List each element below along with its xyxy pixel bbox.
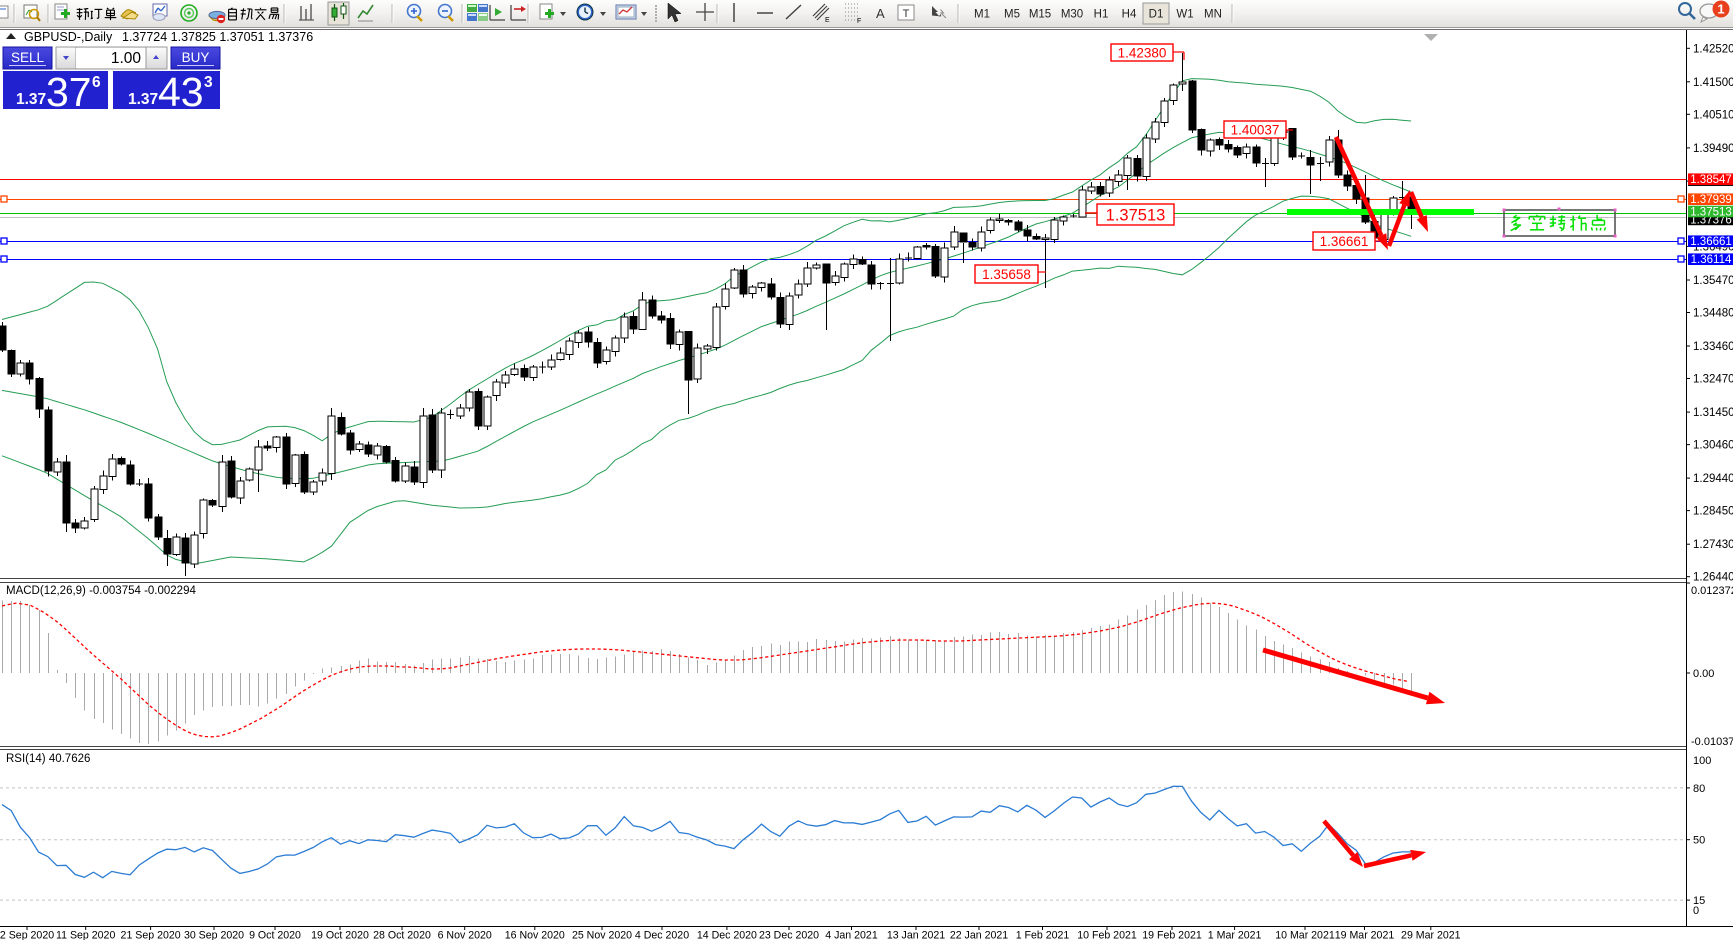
svg-text:25 Nov 2020: 25 Nov 2020 <box>572 930 632 940</box>
svg-text:1.41500: 1.41500 <box>1693 77 1733 89</box>
svg-text:43: 43 <box>158 69 204 115</box>
svg-text:1.28450: 1.28450 <box>1693 506 1733 518</box>
svg-text:1.37724 1.37825 1.37051 1.3737: 1.37724 1.37825 1.37051 1.37376 <box>122 30 313 44</box>
svg-text:30 Sep 2020: 30 Sep 2020 <box>184 930 244 940</box>
svg-text:29 Mar 2021: 29 Mar 2021 <box>1401 930 1461 940</box>
svg-text:6 Nov 2020: 6 Nov 2020 <box>438 930 492 940</box>
svg-text:1.36114: 1.36114 <box>1691 254 1732 266</box>
svg-text:1.37376: 1.37376 <box>1690 215 1732 227</box>
svg-text:13 Jan 2021: 13 Jan 2021 <box>887 930 945 940</box>
svg-text:80: 80 <box>1693 783 1705 795</box>
svg-text:37: 37 <box>46 69 92 115</box>
svg-text:1.33460: 1.33460 <box>1693 341 1733 353</box>
svg-text:1.34480: 1.34480 <box>1693 308 1733 320</box>
svg-text:E: E <box>825 17 830 24</box>
svg-text:1.29440: 1.29440 <box>1693 473 1733 485</box>
svg-text:-0.010374: -0.010374 <box>1691 736 1733 748</box>
svg-text:1.35658: 1.35658 <box>982 267 1031 282</box>
svg-text:4 Dec 2020: 4 Dec 2020 <box>635 930 689 940</box>
svg-text:4 Jan 2021: 4 Jan 2021 <box>825 930 878 940</box>
svg-text:1.42380: 1.42380 <box>1118 45 1167 60</box>
svg-text:1.39490: 1.39490 <box>1693 143 1733 155</box>
svg-text:1.00: 1.00 <box>111 50 142 67</box>
svg-text:1.26440: 1.26440 <box>1693 572 1733 584</box>
svg-text:1.40510: 1.40510 <box>1693 109 1733 121</box>
svg-text:GBPUSD-,Daily: GBPUSD-,Daily <box>24 30 113 44</box>
svg-text:23 Dec 2020: 23 Dec 2020 <box>759 930 819 940</box>
svg-text:1.36661: 1.36661 <box>1320 234 1369 249</box>
svg-text:11 Sep 2020: 11 Sep 2020 <box>56 930 115 940</box>
svg-text:10 Mar 2021: 10 Mar 2021 <box>1275 930 1335 940</box>
svg-text:1.42520: 1.42520 <box>1693 43 1733 55</box>
svg-text:1.30460: 1.30460 <box>1693 440 1733 452</box>
svg-text:1.37: 1.37 <box>16 91 46 108</box>
svg-text:1.37939: 1.37939 <box>1690 194 1732 206</box>
svg-text:19 Mar 2021: 19 Mar 2021 <box>1335 930 1395 940</box>
svg-text:M30: M30 <box>1061 9 1083 21</box>
svg-text:T: T <box>903 8 910 20</box>
svg-text:1.38547: 1.38547 <box>1690 174 1732 186</box>
svg-text:M5: M5 <box>1004 9 1020 21</box>
svg-text:2 Sep 2020: 2 Sep 2020 <box>0 930 54 940</box>
svg-text:M15: M15 <box>1029 9 1051 21</box>
svg-text:9 Oct 2020: 9 Oct 2020 <box>249 930 301 940</box>
svg-text:0.00: 0.00 <box>1693 668 1714 680</box>
svg-text:BUY: BUY <box>182 50 210 65</box>
svg-text:1.31450: 1.31450 <box>1693 407 1733 419</box>
svg-text:H4: H4 <box>1122 9 1137 21</box>
svg-text:6: 6 <box>92 74 101 91</box>
svg-text:1.32470: 1.32470 <box>1693 374 1733 386</box>
svg-text:10 Feb 2021: 10 Feb 2021 <box>1077 930 1137 940</box>
svg-text:1 Feb 2021: 1 Feb 2021 <box>1016 930 1070 940</box>
svg-text:1.40037: 1.40037 <box>1231 122 1280 137</box>
svg-text:21 Sep 2020: 21 Sep 2020 <box>121 930 181 940</box>
svg-text:19 Oct 2020: 19 Oct 2020 <box>311 930 369 940</box>
svg-text:H1: H1 <box>1094 9 1109 21</box>
svg-text:15: 15 <box>1693 895 1705 907</box>
svg-text:14 Dec 2020: 14 Dec 2020 <box>697 930 757 940</box>
svg-text:0.012372: 0.012372 <box>1691 585 1733 597</box>
svg-text:1: 1 <box>1717 2 1724 17</box>
svg-text:M1: M1 <box>974 9 990 21</box>
svg-text:SELL: SELL <box>11 50 45 65</box>
svg-text:F: F <box>857 18 861 25</box>
svg-text:28 Oct 2020: 28 Oct 2020 <box>373 930 431 940</box>
svg-text:1.27430: 1.27430 <box>1693 539 1733 551</box>
svg-text:D1: D1 <box>1149 9 1164 21</box>
svg-text:1 Mar 2021: 1 Mar 2021 <box>1208 930 1262 940</box>
svg-text:W1: W1 <box>1176 9 1193 21</box>
svg-text:1.36661: 1.36661 <box>1690 236 1732 248</box>
svg-text:1.37513: 1.37513 <box>1690 206 1732 218</box>
svg-text:100: 100 <box>1693 755 1711 767</box>
svg-text:19 Feb 2021: 19 Feb 2021 <box>1142 930 1202 940</box>
svg-text:RSI(14) 40.7626: RSI(14) 40.7626 <box>6 753 90 765</box>
svg-text:MN: MN <box>1204 9 1222 21</box>
svg-text:16 Nov 2020: 16 Nov 2020 <box>505 930 565 940</box>
svg-text:1.35470: 1.35470 <box>1693 275 1733 287</box>
svg-text:1.37513: 1.37513 <box>1106 206 1166 224</box>
svg-text:3: 3 <box>204 74 213 91</box>
svg-text:A: A <box>876 6 885 21</box>
svg-text:22 Jan 2021: 22 Jan 2021 <box>950 930 1008 940</box>
svg-text:MACD(12,26,9) -0.003754 -0.002: MACD(12,26,9) -0.003754 -0.002294 <box>6 585 196 597</box>
svg-text:50: 50 <box>1693 835 1705 847</box>
svg-text:0: 0 <box>1693 905 1699 917</box>
svg-text:1.37: 1.37 <box>128 91 158 108</box>
